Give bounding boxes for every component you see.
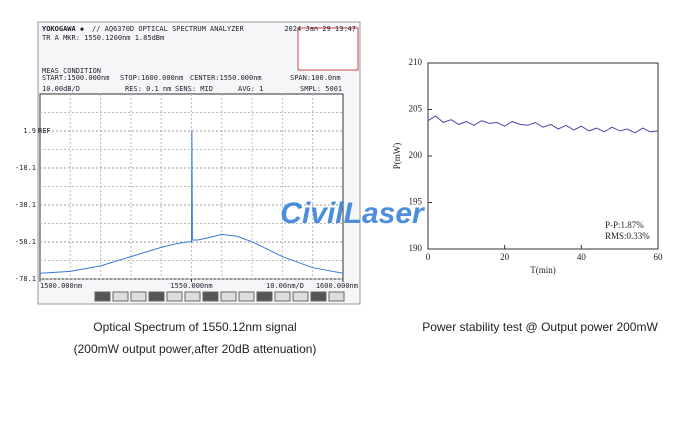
annotation: P-P:1.87% (605, 220, 644, 230)
x-axis-label: T(min) (530, 265, 556, 275)
condition: MEAS CONDITION (42, 67, 101, 75)
condition: CENTER:1550.000nm (190, 74, 262, 82)
y-tick-label: 1.9 (23, 127, 36, 135)
softkey (202, 291, 219, 302)
ref-label: REF (38, 127, 51, 135)
y-tick-label: -38.1 (15, 201, 36, 209)
x-tick-label: 0 (426, 252, 431, 262)
condition: SPAN:100.0nm (290, 74, 341, 82)
setting: RES: 0.1 nm (125, 85, 171, 93)
x-tick-label: 20 (500, 252, 510, 262)
softkey (166, 291, 183, 302)
setting: SENS: MID (175, 85, 213, 93)
date: 2024 Jan 29 13:47 (284, 25, 356, 33)
power-plot (427, 62, 659, 250)
setting: 10.00dB/D (42, 85, 80, 93)
softkey (292, 291, 309, 302)
y-tick-label: 195 (409, 197, 423, 207)
softkey (148, 291, 165, 302)
x-scale-label: 10.00nm/D (266, 282, 304, 290)
x-tick-label: 1550.000nm (170, 282, 212, 290)
y-tick-label: -78.1 (15, 275, 36, 283)
y-tick-label: 200 (409, 150, 423, 160)
caption: (200mW output power,after 20dB attenuati… (74, 342, 317, 356)
softkey (220, 291, 237, 302)
softkey (256, 291, 273, 302)
x-tick-label: 1600.000nm (316, 282, 358, 290)
brand: YOKOGAWA ◆ (42, 25, 85, 33)
trace-panel (297, 27, 359, 71)
caption: Power stability test @ Output power 200m… (422, 320, 658, 334)
y-tick-label: 205 (409, 104, 423, 114)
condition: STOP:1600.000nm (120, 74, 183, 82)
softkey (310, 291, 327, 302)
x-tick-label: 40 (577, 252, 587, 262)
y-tick-label: 190 (409, 243, 423, 253)
osa-title: // AQ6370D OPTICAL SPECTRUM ANALYZER (92, 25, 245, 33)
annotation: RMS:0.33% (605, 231, 650, 241)
data-line (39, 130, 344, 274)
y-tick-label: -58.1 (15, 238, 36, 246)
x-tick-label: 1500.000nm (40, 282, 82, 290)
softkey (184, 291, 201, 302)
softkey (94, 291, 111, 302)
softkey (112, 291, 129, 302)
softkey (130, 291, 147, 302)
y-axis-label: P(mW) (392, 143, 402, 170)
y-tick-label: -18.1 (15, 164, 36, 172)
marker-readout: TR A MKR: 1550.1200nm 1.85dBm (42, 34, 164, 42)
setting: SMPL: 5001 (300, 85, 342, 93)
softkey (238, 291, 255, 302)
watermark: CivilLaser (280, 197, 426, 230)
softkey (328, 291, 345, 302)
condition: START:1500.000nm (42, 74, 109, 82)
caption: Optical Spectrum of 1550.12nm signal (93, 320, 296, 334)
y-tick-label: 210 (409, 57, 423, 67)
softkey (274, 291, 291, 302)
setting: AVG: 1 (238, 85, 263, 93)
data-line (427, 115, 659, 134)
x-tick-label: 60 (654, 252, 664, 262)
